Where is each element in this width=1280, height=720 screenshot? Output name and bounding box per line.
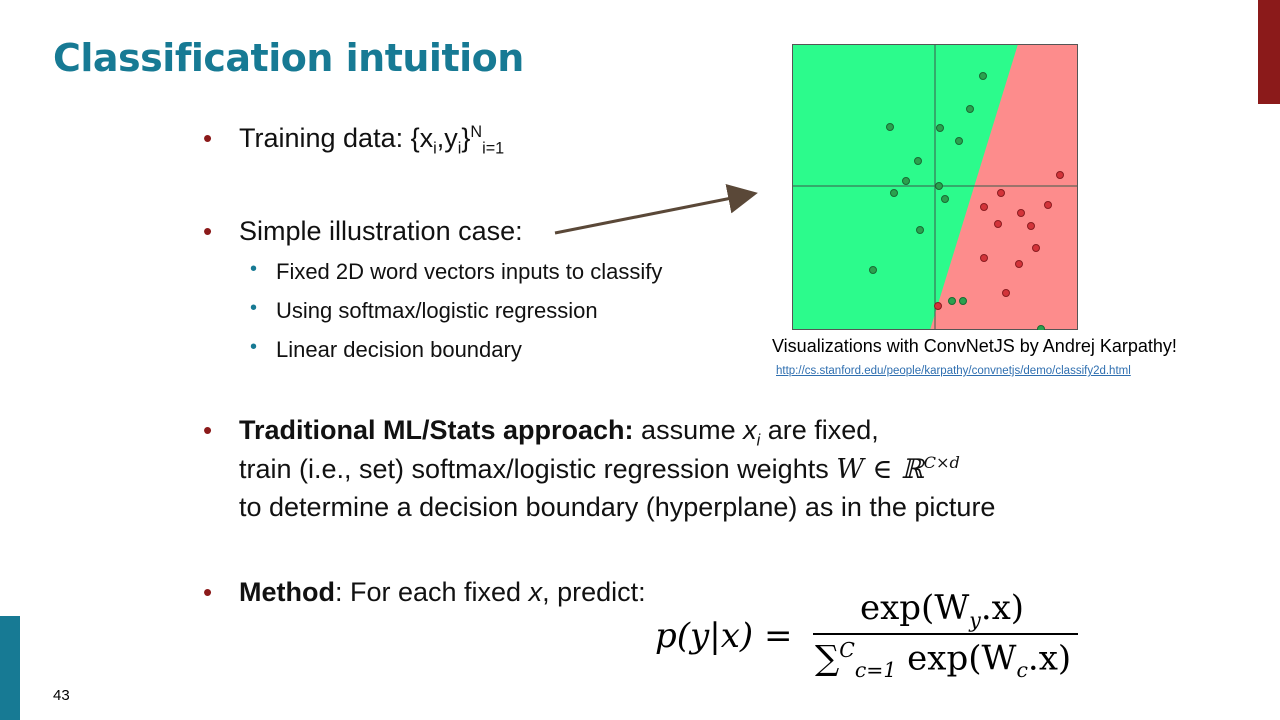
green-point bbox=[914, 157, 922, 165]
sub-bullet-1: • Fixed 2D word vectors inputs to classif… bbox=[250, 258, 663, 284]
bullet-method: • Method: For each fixed x, predict: bbox=[203, 577, 646, 607]
formula-denominator: ∑Cc=1 exp(Wc.x) bbox=[815, 638, 1072, 683]
figure-caption: Visualizations with ConvNetJS by Andrej … bbox=[772, 336, 1177, 356]
sub-bullet-dot: • bbox=[250, 258, 258, 280]
green-point bbox=[890, 189, 898, 197]
green-point bbox=[936, 124, 944, 132]
red-point bbox=[1056, 171, 1064, 179]
red-point bbox=[1002, 289, 1010, 297]
red-region bbox=[930, 44, 1078, 330]
page-number: 43 bbox=[53, 687, 70, 704]
green-point bbox=[916, 226, 924, 234]
bullet-traditional: • Traditional ML/Stats approach: assume … bbox=[203, 415, 879, 450]
bullet-dot: • bbox=[203, 216, 213, 246]
green-point bbox=[869, 266, 877, 274]
sub-bullet-3: • Linear decision boundary bbox=[250, 336, 522, 362]
red-point bbox=[980, 254, 988, 262]
sub-bullet-dot: • bbox=[250, 297, 258, 319]
green-point bbox=[979, 72, 987, 80]
red-point bbox=[934, 302, 942, 310]
green-point bbox=[941, 195, 949, 203]
green-point bbox=[959, 297, 967, 305]
red-point bbox=[1044, 201, 1052, 209]
green-point bbox=[1037, 325, 1045, 330]
traditional-line-3: to determine a decision boundary (hyperp… bbox=[239, 492, 996, 522]
red-point bbox=[997, 189, 1005, 197]
accent-bar-bottom-left bbox=[0, 616, 20, 720]
formula-numerator: exp(Wy.x) bbox=[860, 588, 1025, 632]
source-link[interactable]: http://cs.stanford.edu/people/karpathy/c… bbox=[776, 365, 1131, 377]
accent-bar-top-right bbox=[1258, 0, 1280, 104]
red-point bbox=[1017, 209, 1025, 217]
red-point bbox=[1032, 244, 1040, 252]
plot-border bbox=[792, 44, 1078, 330]
green-point bbox=[886, 123, 894, 131]
green-point bbox=[955, 137, 963, 145]
green-points bbox=[869, 72, 1045, 330]
traditional-line-2: train (i.e., set) softmax/logistic regre… bbox=[239, 453, 960, 485]
green-point bbox=[935, 182, 943, 190]
softmax-formula: p(y|x) = exp(Wy.x) ∑Cc=1 exp(Wc.x) bbox=[655, 588, 1085, 698]
green-point bbox=[966, 105, 974, 113]
bullet-dot: • bbox=[203, 577, 213, 607]
red-point bbox=[1027, 222, 1035, 230]
red-point bbox=[1015, 260, 1023, 268]
green-point bbox=[948, 297, 956, 305]
red-point bbox=[994, 220, 1002, 228]
green-point bbox=[902, 177, 910, 185]
fraction-bar bbox=[813, 633, 1078, 635]
sub-bullet-2: • Using softmax/logistic regression bbox=[250, 297, 598, 323]
bullet-dot: • bbox=[203, 123, 213, 153]
bullet-training-data: • Training data: {xi,yi}Ni=1 bbox=[203, 123, 505, 158]
red-point bbox=[980, 203, 988, 211]
red-points bbox=[934, 171, 1064, 310]
bullet-simple-case: • Simple illustration case: bbox=[203, 216, 523, 246]
sub-bullet-dot: • bbox=[250, 336, 258, 358]
slide-title: Classification intuition bbox=[53, 36, 524, 80]
formula-lhs: p(y|x) = bbox=[655, 616, 793, 656]
classification-plot bbox=[792, 44, 1078, 330]
bullet-dot: • bbox=[203, 415, 213, 445]
